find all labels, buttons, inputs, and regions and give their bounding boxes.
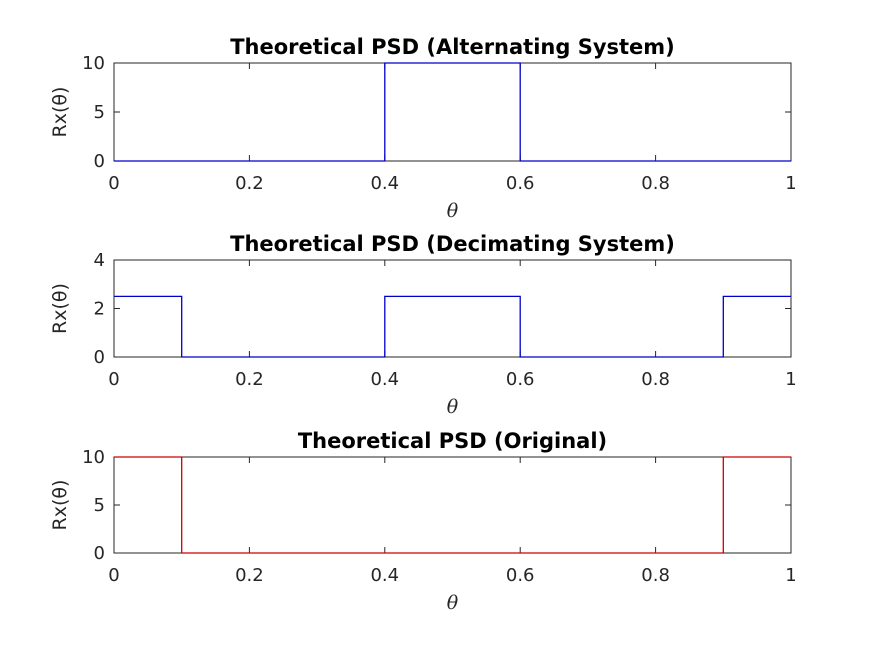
chart-title: Theoretical PSD (Original) bbox=[298, 429, 607, 453]
y-axis-label: Rx(θ) bbox=[49, 283, 71, 334]
y-tick-label: 0 bbox=[94, 543, 105, 564]
subplot-2: Theoretical PSD (Decimating System) 0 0.2 0… bbox=[49, 232, 797, 418]
x-tick-label: 0.8 bbox=[641, 565, 670, 586]
x-tick-label: 0.8 bbox=[641, 369, 670, 390]
y-axis-label: Rx(θ) bbox=[49, 480, 71, 531]
x-axis-label: θ bbox=[447, 200, 459, 222]
y-tick-label: 2 bbox=[94, 299, 105, 320]
chart-title: Theoretical PSD (Alternating System) bbox=[230, 35, 675, 59]
axes-box bbox=[113, 62, 792, 162]
chart-title: Theoretical PSD (Decimating System) bbox=[230, 232, 675, 256]
x-axis-label: θ bbox=[447, 396, 459, 418]
x-tick-label: 0.2 bbox=[235, 565, 264, 586]
x-tick-label: 0.4 bbox=[370, 369, 399, 390]
x-tick-label: 1 bbox=[785, 369, 796, 390]
axes-box bbox=[113, 456, 792, 554]
y-tick-label: 0 bbox=[94, 347, 105, 368]
x-tick-label: 0 bbox=[108, 369, 119, 390]
y-tick-label: 10 bbox=[82, 53, 105, 74]
y-tick-label: 10 bbox=[82, 447, 105, 468]
y-tick-label: 4 bbox=[94, 250, 105, 271]
y-axis-label: Rx(θ) bbox=[49, 87, 71, 138]
y-tick-label: 0 bbox=[94, 151, 105, 172]
x-tick-label: 0.6 bbox=[506, 369, 535, 390]
y-tick-label: 5 bbox=[94, 495, 105, 516]
y-tick-label: 5 bbox=[94, 102, 105, 123]
x-tick-label: 1 bbox=[785, 565, 796, 586]
x-tick-label: 0 bbox=[108, 173, 119, 194]
subplot-1: Theoretical PSD (Alternating System) 0 0.2… bbox=[49, 35, 797, 222]
x-tick-label: 1 bbox=[785, 173, 796, 194]
axes-box bbox=[113, 259, 792, 358]
x-tick-label: 0.8 bbox=[641, 173, 670, 194]
x-axis-label: θ bbox=[447, 592, 459, 614]
x-tick-label: 0.6 bbox=[506, 565, 535, 586]
psd-line bbox=[114, 62, 791, 162]
x-tick-label: 0.4 bbox=[370, 565, 399, 586]
x-tick-label: 0.4 bbox=[370, 173, 399, 194]
subplot-3: Theoretical PSD (Original) 0 0.2 0.4 0.6 0.8 1… bbox=[49, 429, 797, 614]
x-tick-label: 0 bbox=[108, 565, 119, 586]
psd-line bbox=[114, 456, 791, 554]
x-tick-label: 0.2 bbox=[235, 173, 264, 194]
x-tick-label: 0.2 bbox=[235, 369, 264, 390]
psd-line bbox=[114, 295, 791, 358]
x-tick-label: 0.6 bbox=[506, 173, 535, 194]
